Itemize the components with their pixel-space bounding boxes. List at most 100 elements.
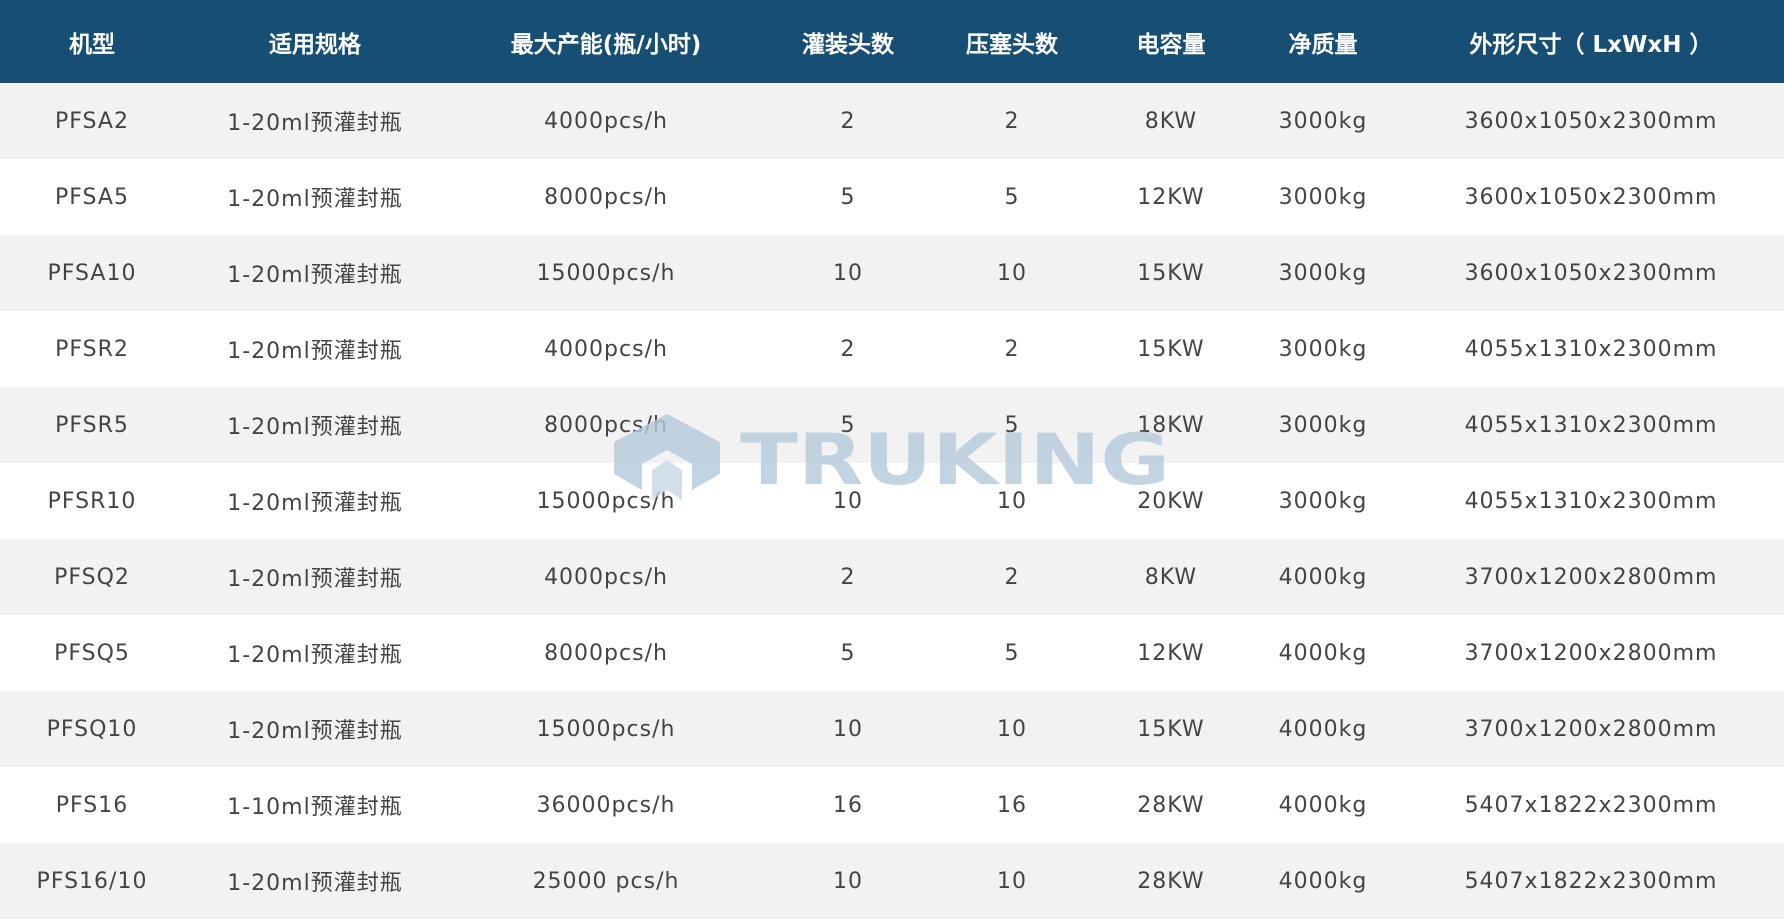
table-row: PFSQ2 1-20ml预灌封瓶 4000pcs/h 2 2 8KW 4000kg 3700x… bbox=[0, 539, 1784, 615]
table-row: PFSR10 1-20ml预灌封瓶 15000pcs/h 10 10 20KW 3000kg… bbox=[0, 463, 1784, 539]
table-cell: 4000pcs/h bbox=[446, 539, 766, 615]
table-cell: PFSA10 bbox=[0, 235, 184, 311]
table-cell: 1-20ml预灌封瓶 bbox=[184, 235, 446, 311]
table-cell: 1-20ml预灌封瓶 bbox=[184, 539, 446, 615]
table-cell: 4000kg bbox=[1248, 539, 1398, 615]
table-cell: 10 bbox=[930, 235, 1094, 311]
table-cell: 36000pcs/h bbox=[446, 767, 766, 843]
table-cell: 2 bbox=[766, 311, 930, 387]
table-row: PFSR2 1-20ml预灌封瓶 4000pcs/h 2 2 15KW 3000kg 4055… bbox=[0, 311, 1784, 387]
table-cell: 10 bbox=[766, 463, 930, 539]
table-cell: 4000kg bbox=[1248, 615, 1398, 691]
table-cell: 3000kg bbox=[1248, 235, 1398, 311]
table-cell: 15000pcs/h bbox=[446, 235, 766, 311]
column-header: 适用规格 bbox=[184, 0, 446, 83]
table-cell: 8KW bbox=[1094, 539, 1248, 615]
table-cell: 4000pcs/h bbox=[446, 311, 766, 387]
table-cell: 3600x1050x2300mm bbox=[1398, 235, 1784, 311]
table-cell: 4000pcs/h bbox=[446, 83, 766, 159]
table-cell: 4055x1310x2300mm bbox=[1398, 463, 1784, 539]
table-cell: 10 bbox=[766, 843, 930, 919]
table-cell: 28KW bbox=[1094, 767, 1248, 843]
column-header: 外形尺寸（ LxWxH ） bbox=[1398, 0, 1784, 83]
table-cell: 20KW bbox=[1094, 463, 1248, 539]
table-row: PFS16/10 1-20ml预灌封瓶 25000 pcs/h 10 10 28KW 400… bbox=[0, 843, 1784, 919]
table-cell: 3000kg bbox=[1248, 463, 1398, 539]
column-header: 机型 bbox=[0, 0, 184, 83]
table-cell: 4000kg bbox=[1248, 691, 1398, 767]
table-row: PFSQ5 1-20ml预灌封瓶 8000pcs/h 5 5 12KW 4000kg 3700… bbox=[0, 615, 1784, 691]
table-row: PFSA5 1-20ml预灌封瓶 8000pcs/h 5 5 12KW 3000kg 3600… bbox=[0, 159, 1784, 235]
table-cell: PFSQ5 bbox=[0, 615, 184, 691]
table-cell: 5407x1822x2300mm bbox=[1398, 843, 1784, 919]
table-cell: 3700x1200x2800mm bbox=[1398, 691, 1784, 767]
table-cell: PFSA5 bbox=[0, 159, 184, 235]
table-cell: 8000pcs/h bbox=[446, 615, 766, 691]
table-cell: 4000kg bbox=[1248, 767, 1398, 843]
table-cell: 1-20ml预灌封瓶 bbox=[184, 615, 446, 691]
table-cell: 2 bbox=[930, 539, 1094, 615]
table-cell: 3000kg bbox=[1248, 159, 1398, 235]
table-cell: 1-20ml预灌封瓶 bbox=[184, 463, 446, 539]
table-cell: 5 bbox=[930, 615, 1094, 691]
table-cell: 5407x1822x2300mm bbox=[1398, 767, 1784, 843]
table-cell: PFS16/10 bbox=[0, 843, 184, 919]
table-cell: 3700x1200x2800mm bbox=[1398, 539, 1784, 615]
column-header: 最大产能(瓶/小时) bbox=[446, 0, 766, 83]
table-row: PFSR5 1-20ml预灌封瓶 8000pcs/h 5 5 18KW 3000kg 4055… bbox=[0, 387, 1784, 463]
table-cell: 3000kg bbox=[1248, 311, 1398, 387]
table-cell: PFSR5 bbox=[0, 387, 184, 463]
table-cell: 12KW bbox=[1094, 159, 1248, 235]
table-cell: 3600x1050x2300mm bbox=[1398, 159, 1784, 235]
table-cell: 5 bbox=[930, 159, 1094, 235]
table-cell: 5 bbox=[766, 387, 930, 463]
table-cell: 3000kg bbox=[1248, 387, 1398, 463]
table-row: PFSQ10 1-20ml预灌封瓶 15000pcs/h 10 10 15KW 4000kg… bbox=[0, 691, 1784, 767]
table-cell: 4055x1310x2300mm bbox=[1398, 387, 1784, 463]
column-header: 电容量 bbox=[1094, 0, 1248, 83]
table-cell: 3000kg bbox=[1248, 83, 1398, 159]
table-cell: 8000pcs/h bbox=[446, 387, 766, 463]
table-cell: 12KW bbox=[1094, 615, 1248, 691]
table-cell: PFSQ10 bbox=[0, 691, 184, 767]
table-cell: 10 bbox=[930, 843, 1094, 919]
table-row: PFSA10 1-20ml预灌封瓶 15000pcs/h 10 10 15KW 3000kg… bbox=[0, 235, 1784, 311]
table-cell: 10 bbox=[930, 463, 1094, 539]
table-cell: 1-20ml预灌封瓶 bbox=[184, 159, 446, 235]
table-cell: 1-20ml预灌封瓶 bbox=[184, 843, 446, 919]
table-row: PFS16 1-10ml预灌封瓶 36000pcs/h 16 16 28KW 4000kg 5… bbox=[0, 767, 1784, 843]
table-cell: PFS16 bbox=[0, 767, 184, 843]
table-cell: 28KW bbox=[1094, 843, 1248, 919]
table-cell: 1-20ml预灌封瓶 bbox=[184, 311, 446, 387]
table-row: PFSA2 1-20ml预灌封瓶 4000pcs/h 2 2 8KW 3000kg 3600x… bbox=[0, 83, 1784, 159]
table-cell: 2 bbox=[766, 539, 930, 615]
table-cell: 2 bbox=[930, 83, 1094, 159]
table-cell: 1-20ml预灌封瓶 bbox=[184, 387, 446, 463]
table-cell: 15KW bbox=[1094, 235, 1248, 311]
column-header: 净质量 bbox=[1248, 0, 1398, 83]
table-cell: 5 bbox=[766, 159, 930, 235]
table-cell: 16 bbox=[766, 767, 930, 843]
table-cell: 16 bbox=[930, 767, 1094, 843]
table-cell: 4000kg bbox=[1248, 843, 1398, 919]
table-cell: 15KW bbox=[1094, 311, 1248, 387]
table-cell: PFSR10 bbox=[0, 463, 184, 539]
table-cell: 10 bbox=[766, 691, 930, 767]
table-cell: 2 bbox=[766, 83, 930, 159]
column-header: 灌装头数 bbox=[766, 0, 930, 83]
table-cell: 15KW bbox=[1094, 691, 1248, 767]
table-cell: 15000pcs/h bbox=[446, 691, 766, 767]
table-cell: 4055x1310x2300mm bbox=[1398, 311, 1784, 387]
table-cell: 1-10ml预灌封瓶 bbox=[184, 767, 446, 843]
table-cell: 3700x1200x2800mm bbox=[1398, 615, 1784, 691]
table-cell: 18KW bbox=[1094, 387, 1248, 463]
table-cell: 5 bbox=[766, 615, 930, 691]
table-cell: 8000pcs/h bbox=[446, 159, 766, 235]
table-header: 机型 适用规格 最大产能(瓶/小时) 灌装头数 压塞头数 电容量 净质量 外形尺寸（ LxWx… bbox=[0, 0, 1784, 83]
table-cell: PFSR2 bbox=[0, 311, 184, 387]
table-cell: 15000pcs/h bbox=[446, 463, 766, 539]
table-cell: 10 bbox=[930, 691, 1094, 767]
table-cell: 1-20ml预灌封瓶 bbox=[184, 691, 446, 767]
column-header: 压塞头数 bbox=[930, 0, 1094, 83]
